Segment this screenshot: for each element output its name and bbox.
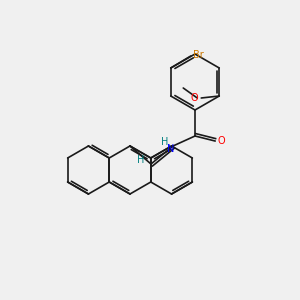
Text: Br: Br (193, 50, 203, 60)
Text: O: O (190, 93, 198, 103)
Text: O: O (218, 136, 226, 146)
Text: H: H (137, 155, 145, 165)
Text: H: H (161, 137, 169, 147)
Text: N: N (167, 144, 175, 154)
